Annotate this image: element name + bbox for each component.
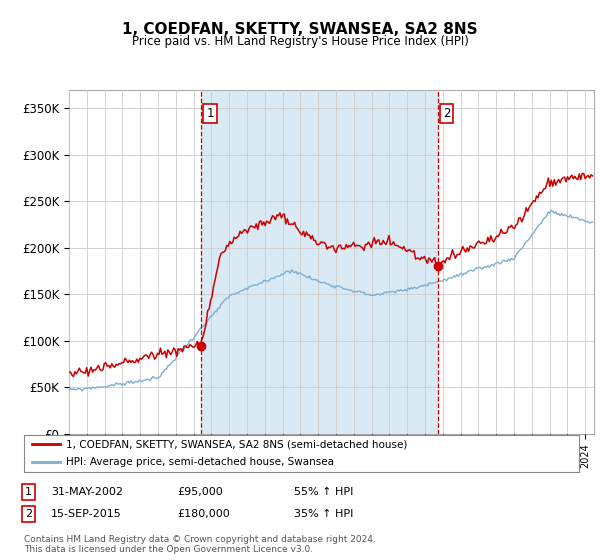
Text: 1, COEDFAN, SKETTY, SWANSEA, SA2 8NS: 1, COEDFAN, SKETTY, SWANSEA, SA2 8NS bbox=[122, 22, 478, 38]
Text: HPI: Average price, semi-detached house, Swansea: HPI: Average price, semi-detached house,… bbox=[65, 458, 334, 468]
Text: 1, COEDFAN, SKETTY, SWANSEA, SA2 8NS (semi-detached house): 1, COEDFAN, SKETTY, SWANSEA, SA2 8NS (se… bbox=[65, 439, 407, 449]
Text: Contains HM Land Registry data © Crown copyright and database right 2024.
This d: Contains HM Land Registry data © Crown c… bbox=[24, 535, 376, 554]
Text: Price paid vs. HM Land Registry's House Price Index (HPI): Price paid vs. HM Land Registry's House … bbox=[131, 35, 469, 48]
Text: 1: 1 bbox=[206, 107, 214, 120]
Text: 1: 1 bbox=[25, 487, 32, 497]
Text: 31-MAY-2002: 31-MAY-2002 bbox=[51, 487, 123, 497]
Text: 55% ↑ HPI: 55% ↑ HPI bbox=[294, 487, 353, 497]
Text: 15-SEP-2015: 15-SEP-2015 bbox=[51, 509, 122, 519]
Text: 35% ↑ HPI: 35% ↑ HPI bbox=[294, 509, 353, 519]
Text: 2: 2 bbox=[25, 509, 32, 519]
Text: 2: 2 bbox=[443, 107, 451, 120]
Text: £95,000: £95,000 bbox=[177, 487, 223, 497]
Text: £180,000: £180,000 bbox=[177, 509, 230, 519]
Bar bbox=[201, 90, 437, 434]
